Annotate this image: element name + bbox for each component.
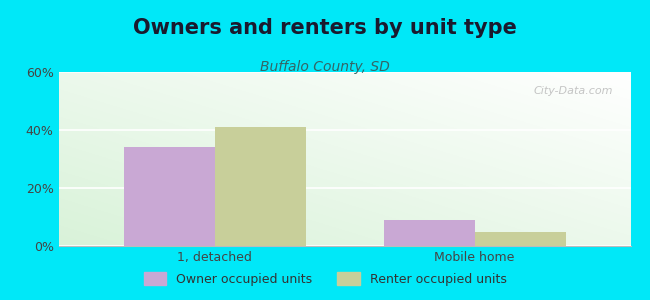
Text: Owners and renters by unit type: Owners and renters by unit type bbox=[133, 18, 517, 38]
Bar bbox=[124, 147, 214, 246]
Bar bbox=[474, 232, 566, 246]
Legend: Owner occupied units, Renter occupied units: Owner occupied units, Renter occupied un… bbox=[138, 267, 512, 291]
Text: City-Data.com: City-Data.com bbox=[534, 86, 614, 96]
Text: Buffalo County, SD: Buffalo County, SD bbox=[260, 60, 390, 74]
Bar bbox=[214, 127, 306, 246]
Bar bbox=[384, 220, 474, 246]
